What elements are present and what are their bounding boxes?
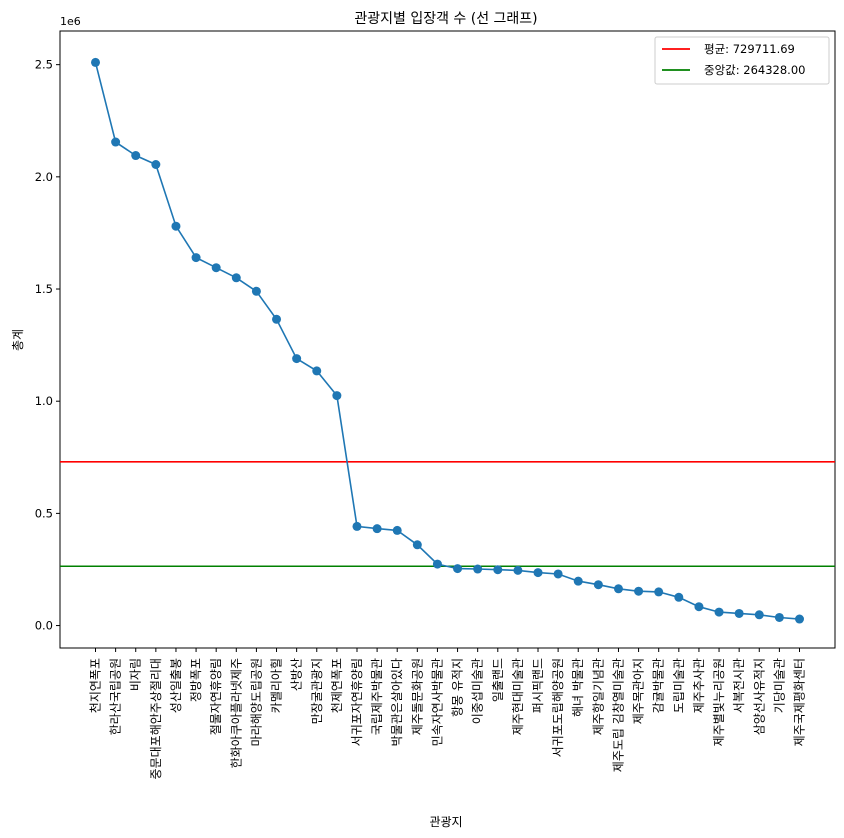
x-tick-label: 민속자연사박물관 [430,658,444,746]
x-tick-label: 제주항일기념관 [591,658,605,735]
x-tick-label: 이중섭미술관 [471,658,485,724]
data-point [553,569,563,579]
data-point [513,565,523,575]
data-point [453,564,463,574]
data-point [332,391,342,401]
x-tick-label: 국립제주박물관 [370,658,384,735]
data-point [191,253,201,263]
legend-mean-label: 평균: 729711.69 [704,42,795,56]
y-axis-label: 총계 [11,329,25,351]
x-tick-label: 항몽 유적지 [451,658,465,717]
data-point [634,586,644,596]
data-point [774,612,784,622]
x-tick-label: 서복전시관 [732,658,746,713]
data-point [734,608,744,618]
data-point [272,314,282,324]
x-tick-label: 감귤박물관 [652,658,666,713]
data-point [473,564,483,574]
x-tick-label: 제주목관아지 [632,658,646,724]
legend-box [654,36,830,85]
x-tick-label: 중문대포해안주상절리대 [149,658,163,779]
data-point [372,524,382,534]
x-tick-label: 정방폭포 [189,658,203,702]
x-tick-label: 산방산 [290,658,304,691]
data-point [493,565,503,575]
x-tick-label: 해녀 박물관 [571,658,585,717]
x-tick-label: 서귀포자연휴양림 [350,658,364,746]
data-point [292,354,302,364]
data-point [131,151,141,161]
x-tick-label: 제주현대미술관 [511,658,525,735]
x-tick-label: 만장굴관광지 [310,658,324,724]
x-tick-label: 서귀포도립해양공원 [551,658,565,757]
x-tick-label: 퍼시픽랜드 [531,658,545,713]
y-tick-label: 1.0 [35,394,53,408]
data-point [573,576,583,586]
x-tick-label: 카멜리아힐 [270,658,284,713]
legend: 평균: 729711.69 중앙값: 264328.00 [654,36,830,85]
y-tick-label: 2.0 [35,170,53,184]
x-tick-label: 천제연폭포 [329,658,344,713]
x-tick-label: 기당미술관 [772,658,786,713]
data-point [412,540,422,550]
x-tick-label: 제주도립 김창열미술관 [611,658,625,772]
x-tick-label: 천지연폭포 [88,658,103,713]
data-point [654,587,664,597]
y-axis-offset-label: 1e6 [60,15,81,28]
data-point [392,525,402,535]
data-point [674,592,684,602]
data-point [593,580,603,590]
y-tick-label: 2.5 [35,58,53,72]
data-point [171,221,181,231]
data-point [714,607,724,617]
x-tick-label: 삼양선사유적지 [752,658,766,735]
data-point [91,57,100,67]
x-tick-label: 박물관은살아있다 [390,658,404,746]
x-axis-ticks: 천지연폭포 한라산국립공원 비자림 중문대포해안주상절리대 성산일출봉 정방폭포 절물자연휴… [88,648,807,779]
x-tick-label: 제주국제평화센터 [793,658,807,746]
x-tick-label: 제주추사관 [692,658,706,713]
x-tick-label: 한화아쿠아플라넷제주 [229,658,243,768]
plot-area [59,30,836,649]
x-axis-label: 관광지 [429,815,462,829]
data-point [533,568,543,578]
x-tick-label: 도립미술관 [672,658,686,713]
x-tick-label: 제주돌문화공원 [410,658,424,735]
x-tick-label: 마라해양도립공원 [249,658,263,746]
y-tick-label: 1.5 [35,282,53,296]
data-point [312,366,322,376]
chart-title: 관광지별 입장객 수 (선 그래프) [354,11,537,27]
data-point [432,559,442,569]
legend-median-label: 중앙값: 264328.00 [704,63,805,77]
x-tick-label: 비자림 [129,658,143,691]
x-tick-label: 제주별빛누리공원 [712,658,726,746]
data-point [111,137,121,147]
data-point [352,521,362,531]
data-point [613,584,623,594]
data-point [694,602,704,612]
data-point [151,159,161,169]
data-point [754,610,764,620]
data-point [251,286,261,296]
x-tick-label: 성산일출봉 [169,658,183,713]
data-point [795,614,804,624]
y-tick-label: 0.5 [35,506,53,520]
x-tick-label: 일출랜드 [491,658,505,702]
data-point [211,263,221,273]
x-tick-label: 한라산국립공원 [109,658,123,735]
x-tick-label: 절물자연휴양림 [209,658,223,735]
data-series [91,57,804,624]
y-axis-ticks: 0.0 0.5 1.0 1.5 2.0 2.5 [35,58,60,633]
data-point [231,273,241,283]
y-tick-label: 0.0 [35,619,53,633]
